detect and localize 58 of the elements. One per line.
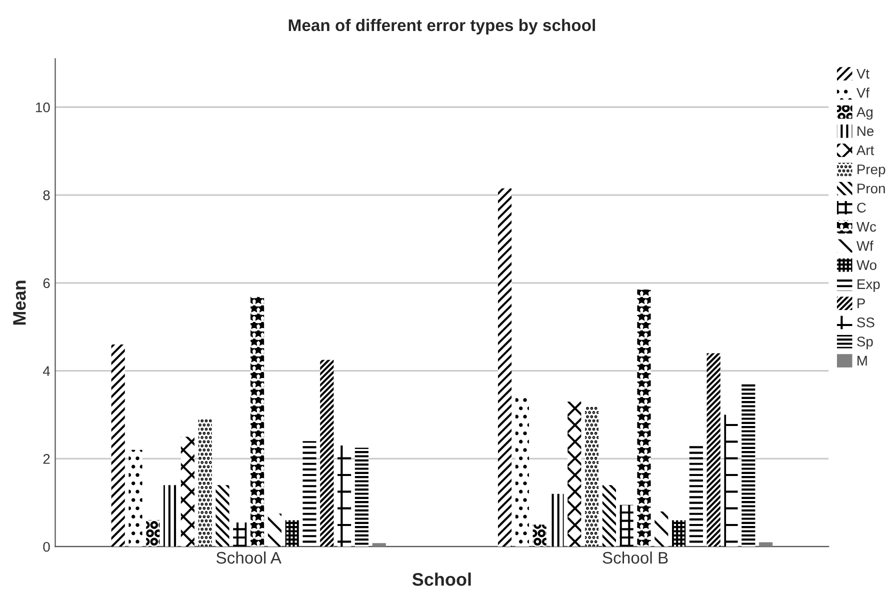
y-tick-label: 0 (43, 542, 50, 552)
legend-label: Exp (858, 279, 880, 292)
bar (198, 419, 212, 547)
bar (689, 446, 703, 547)
bar (250, 296, 264, 547)
y-axis-title: Mean (13, 280, 26, 325)
legend-label: Ag (856, 107, 872, 120)
bar (637, 290, 651, 547)
legend-label: Vt (856, 68, 870, 79)
legend-label: P (858, 298, 865, 308)
bar (532, 524, 546, 547)
legend-label: Sp (857, 336, 873, 350)
legend-label: Wo (856, 260, 876, 270)
bar (550, 494, 564, 547)
bar (654, 511, 668, 547)
legend-label: Wf (856, 240, 874, 251)
bar (111, 344, 125, 547)
bar (620, 504, 634, 547)
bar (742, 384, 756, 547)
bar (163, 485, 178, 547)
y-tick-label: 10 (36, 102, 50, 112)
bar (724, 414, 738, 547)
y-tick-label: 8 (43, 190, 50, 200)
bar (498, 188, 512, 547)
bar (706, 353, 720, 547)
legend-label: Ne (858, 126, 874, 136)
y-tick-label: 4 (42, 366, 50, 376)
bar (146, 520, 160, 547)
bar (372, 543, 386, 547)
legend-label: C (857, 202, 866, 213)
bar (602, 485, 616, 547)
bar (128, 450, 142, 547)
legend-label: Pron (858, 184, 885, 194)
legend-label: Vf (856, 88, 870, 98)
legend-label: M (858, 356, 867, 366)
bar (354, 448, 368, 547)
y-tick-label: 6 (43, 278, 50, 288)
bar (216, 485, 230, 547)
bar (338, 446, 352, 547)
legend-label: Wc (856, 222, 876, 232)
x-tick-label: School A (216, 551, 282, 564)
bar (568, 402, 582, 547)
bar (320, 360, 334, 547)
x-tick-label: School B (602, 551, 668, 564)
bar (302, 441, 316, 547)
bar (672, 520, 686, 547)
bar (233, 522, 247, 547)
bar (180, 436, 194, 547)
chart-title: Mean of different error types by school (288, 18, 595, 34)
legend-label: Prep (858, 164, 886, 178)
bar (285, 520, 299, 547)
legend-label: SS (857, 318, 874, 328)
bar (268, 514, 282, 547)
bar (584, 406, 599, 547)
y-tick-label: 2 (43, 454, 50, 464)
bar (759, 542, 773, 547)
x-axis-title: School (412, 572, 471, 586)
legend-label: Art (856, 145, 874, 156)
